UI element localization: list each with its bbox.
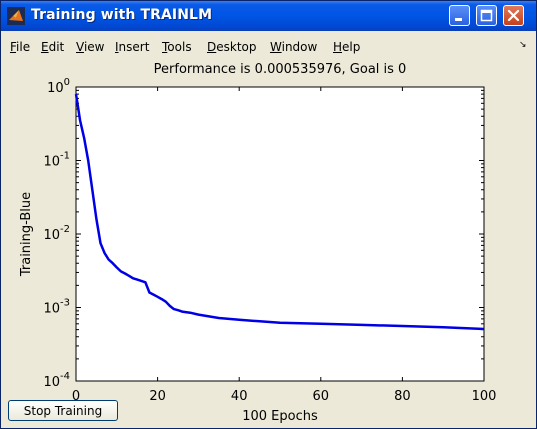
window-title: Training with TRAINLM: [31, 7, 213, 23]
x-tick-label: 100: [472, 389, 497, 404]
y-axis-label: Training-Blue: [19, 192, 34, 277]
y-tick-label: 10-1: [43, 151, 70, 170]
x-axis-label: 100 Epochs: [242, 409, 318, 424]
x-tick-label: 80: [394, 389, 411, 404]
menu-insert[interactable]: Insert: [115, 40, 150, 54]
y-tick-label: 10-3: [43, 298, 70, 317]
minimize-icon: [455, 18, 462, 21]
maximize-icon: [480, 9, 493, 22]
y-tick-label: 100: [47, 77, 70, 96]
plot-title: Performance is 0.000535976, Goal is 0: [153, 62, 407, 77]
axis-ticks: [75, 86, 485, 382]
training-series-line: [74, 93, 485, 331]
menu-tools[interactable]: Tools: [162, 40, 192, 54]
y-tick-label: 10-4: [43, 371, 70, 390]
close-button[interactable]: [503, 5, 524, 26]
y-tick-label: 10-2: [43, 224, 70, 243]
menubar-dock-arrow-icon[interactable]: ↘: [519, 40, 527, 50]
x-tick-label: 0: [72, 389, 80, 404]
menu-edit[interactable]: Edit: [41, 40, 65, 54]
menu-desktop[interactable]: Desktop: [207, 40, 257, 54]
menu-file[interactable]: File: [10, 40, 31, 54]
menu-view[interactable]: View: [76, 40, 105, 54]
menu-window[interactable]: Window: [270, 40, 318, 54]
plot-area: [75, 86, 485, 382]
x-tick-label: 40: [231, 389, 248, 404]
minimize-button[interactable]: [449, 5, 470, 26]
menu-bar: File Edit View Insert Tools Desktop Wind…: [1, 37, 536, 57]
menu-help[interactable]: Help: [333, 40, 361, 54]
close-icon: [507, 9, 520, 22]
stop-training-button[interactable]: Stop Training: [8, 400, 118, 421]
maximize-button[interactable]: [476, 5, 497, 26]
x-tick-label: 20: [149, 389, 166, 404]
title-bar[interactable]: Training with TRAINLM: [1, 1, 536, 31]
axis-tick-labels: 0 20 40 60 80 100 100 10-1 10-2 10-3 10-4: [43, 77, 496, 404]
x-tick-label: 60: [313, 389, 330, 404]
series-layer: [74, 93, 485, 331]
matlab-icon: [7, 7, 25, 25]
